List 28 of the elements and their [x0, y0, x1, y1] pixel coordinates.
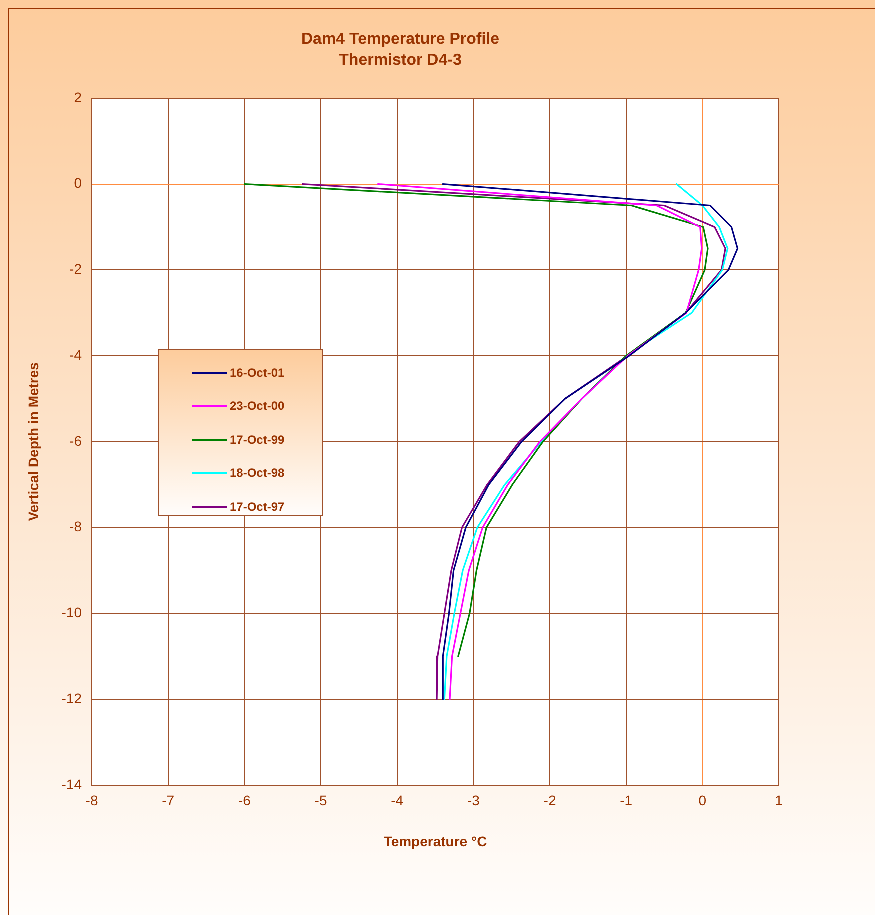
legend-label: 23-Oct-00 — [230, 399, 285, 414]
x-tick-label: -7 — [162, 792, 175, 809]
y-tick-label: 0 — [74, 175, 82, 192]
x-tick-label: 1 — [775, 792, 784, 809]
x-tick-label: -1 — [620, 792, 633, 809]
y-axis-title: Vertical Depth in Metres — [25, 362, 42, 522]
x-tick-label: -4 — [391, 792, 404, 809]
y-tick-label: 2 — [74, 89, 82, 106]
x-tick-label: -6 — [238, 792, 252, 809]
y-tick-label: -2 — [70, 261, 82, 278]
legend-label: 16-Oct-01 — [230, 366, 285, 380]
y-tick-label: -12 — [62, 690, 82, 706]
y-tick-label: -10 — [62, 604, 82, 621]
y-tick-label: -14 — [62, 776, 82, 792]
x-tick-label: -2 — [544, 792, 556, 809]
y-tick-label: -4 — [70, 346, 82, 363]
legend-label: 17-Oct-99 — [230, 432, 285, 447]
x-tick-label: -8 — [86, 792, 98, 809]
x-tick-label: -3 — [467, 792, 480, 809]
x-tick-label: -5 — [314, 792, 328, 809]
chart-subtitle: Thermistor D4-3 — [339, 52, 462, 70]
y-tick-label: -6 — [70, 432, 82, 449]
chart-title: Dam4 Temperature Profile — [302, 31, 500, 48]
legend-label: 18-Oct-98 — [230, 466, 285, 480]
y-tick-label: -8 — [70, 518, 82, 535]
x-axis-title: Temperature °C — [384, 833, 488, 850]
x-tick-label: 0 — [698, 792, 707, 809]
legend-label: 17-Oct-97 — [230, 500, 285, 514]
